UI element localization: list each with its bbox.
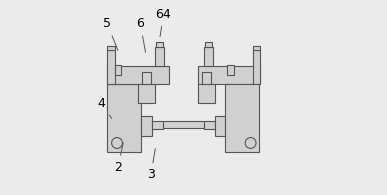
Bar xyxy=(115,65,122,75)
Bar xyxy=(227,65,234,75)
Text: 5: 5 xyxy=(103,17,118,50)
Circle shape xyxy=(111,138,122,148)
Text: 6: 6 xyxy=(136,17,146,52)
Bar xyxy=(253,46,260,50)
Bar xyxy=(155,47,164,66)
Bar xyxy=(107,46,115,50)
Bar xyxy=(141,116,152,136)
Bar xyxy=(204,121,215,129)
Bar xyxy=(163,121,204,128)
Bar xyxy=(107,66,169,84)
Text: 4: 4 xyxy=(98,97,111,118)
Bar xyxy=(156,42,163,47)
Bar xyxy=(199,84,215,103)
Text: 64: 64 xyxy=(156,8,171,37)
Bar xyxy=(205,42,212,47)
Bar xyxy=(107,50,115,84)
Text: 2: 2 xyxy=(114,143,123,174)
Bar xyxy=(226,84,259,152)
Circle shape xyxy=(245,138,256,148)
Bar xyxy=(202,72,211,84)
Bar xyxy=(107,84,141,152)
Text: 3: 3 xyxy=(147,149,155,181)
Bar xyxy=(204,47,213,66)
Bar xyxy=(253,50,260,84)
Bar xyxy=(152,121,163,129)
Bar xyxy=(199,66,260,84)
Bar xyxy=(142,72,151,84)
Bar xyxy=(138,84,155,103)
Bar xyxy=(215,116,226,136)
